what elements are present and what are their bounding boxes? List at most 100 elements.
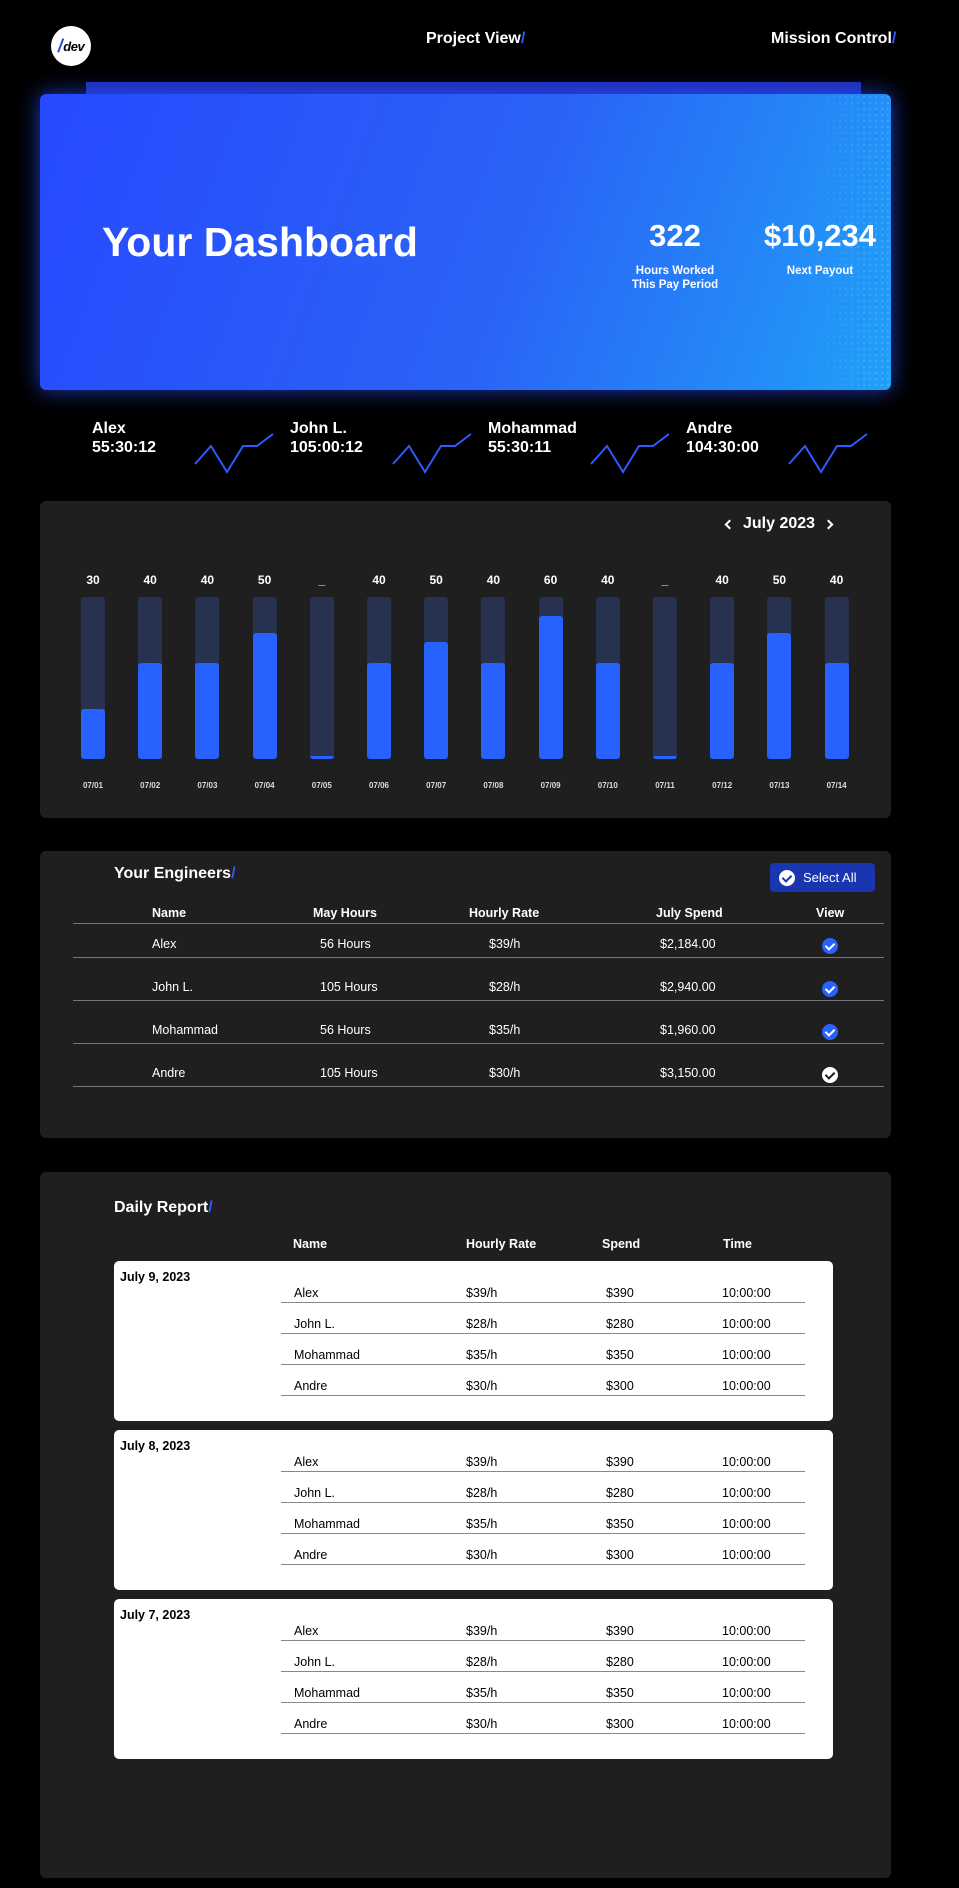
bar-track	[367, 597, 391, 759]
engineer-name: Alex	[92, 420, 126, 437]
next-payout-value: $10,234	[763, 218, 877, 253]
bar-fill	[367, 663, 391, 759]
report-spend-cell: $280	[606, 1317, 634, 1331]
logo[interactable]: / dev	[51, 26, 91, 66]
bar-track	[595, 597, 620, 759]
bar-track	[252, 597, 277, 759]
report-spend-cell: $350	[606, 1517, 634, 1531]
engineer-name: John L.	[290, 420, 347, 437]
report-row: Mohammad $35/h $350 10:00:00	[281, 1672, 805, 1703]
nav-project-view-label: Project View	[426, 30, 521, 47]
bar-date-label: 07/06	[368, 781, 390, 790]
sparkline-icon	[590, 433, 670, 474]
view-check-icon[interactable]	[822, 938, 838, 954]
bar-track	[309, 597, 334, 759]
report-rate-cell: $35/h	[466, 1348, 498, 1362]
bar-track	[824, 597, 849, 759]
report-spend-cell: $390	[606, 1455, 634, 1469]
engineer-time-andre: Andre 104:30:00	[686, 419, 759, 457]
report-day-card: July 9, 2023 Alex $39/h $390 10:00:00 John L.…	[114, 1261, 833, 1421]
report-rate-cell: $28/h	[466, 1655, 498, 1669]
engineers-panel	[40, 851, 891, 1138]
report-col-spend: Spend	[602, 1237, 641, 1251]
logo-text: dev	[63, 38, 85, 54]
bar-track	[710, 597, 735, 759]
select-all-button[interactable]: Select All	[770, 863, 875, 892]
engineer-time-mohammad: Mohammad 55:30:11	[488, 419, 577, 457]
report-rate-cell: $39/h	[466, 1624, 498, 1638]
check-circle-icon	[779, 869, 795, 886]
report-row: Alex $39/h $390 10:00:00	[281, 1610, 805, 1641]
report-row: Mohammad $35/h $350 10:00:00	[281, 1503, 805, 1534]
report-row: John L. $28/h $280 10:00:00	[281, 1472, 805, 1503]
report-time-cell: 10:00:00	[722, 1717, 771, 1731]
report-row: Alex $39/h $390 10:00:00	[281, 1441, 805, 1472]
chevron-right-icon[interactable]	[823, 519, 834, 529]
sparkline-icon	[392, 433, 472, 474]
bar-track	[767, 597, 792, 759]
bar-value-label: _	[318, 573, 326, 587]
bar-value-label: 40	[143, 573, 157, 587]
rate-cell: $35/h	[489, 1023, 521, 1037]
report-rate-cell: $30/h	[466, 1379, 498, 1393]
title-slash: /	[208, 1199, 213, 1216]
engineer-time: 55:30:11	[488, 439, 552, 456]
report-name-cell: Alex	[294, 1286, 319, 1300]
report-name-cell: Andre	[294, 1548, 328, 1562]
next-payout-label: Next Payout	[786, 265, 854, 277]
hours-cell: 105 Hours	[320, 1066, 378, 1080]
view-check-icon[interactable]	[822, 1024, 838, 1040]
table-divider	[73, 1043, 884, 1044]
daily-report-title-text: Daily Report	[114, 1199, 209, 1216]
report-rate-cell: $28/h	[466, 1317, 498, 1331]
bar-track	[538, 597, 563, 759]
bar-track	[481, 597, 506, 759]
chevron-left-icon[interactable]	[724, 519, 735, 529]
bar-value-label: 30	[86, 573, 100, 587]
report-time-cell: 10:00:00	[722, 1548, 771, 1562]
col-hourly-rate: Hourly Rate	[469, 906, 540, 920]
bar-value-label: 50	[429, 573, 443, 587]
engineer-name: Andre	[686, 420, 733, 437]
nav-slash: /	[520, 30, 526, 47]
nav-project-view[interactable]: Project View/	[426, 30, 525, 48]
report-date: July 9, 2023	[120, 1270, 191, 1284]
select-all-label: Select All	[803, 870, 857, 885]
report-name-cell: John L.	[294, 1486, 336, 1500]
bar-fill	[138, 663, 163, 759]
hours-cell: 56 Hours	[320, 1023, 371, 1037]
report-time-cell: 10:00:00	[722, 1379, 771, 1393]
report-time-cell: 10:00:00	[722, 1517, 771, 1531]
report-time-cell: 10:00:00	[722, 1317, 771, 1331]
bar-value-label: 40	[601, 573, 615, 587]
page-title: Your Dashboard	[102, 219, 418, 265]
bar-value-label: 40	[715, 573, 729, 587]
view-check-icon[interactable]	[822, 981, 838, 997]
nav-mission-control[interactable]: Mission Control/	[771, 30, 896, 48]
report-rate-cell: $35/h	[466, 1686, 498, 1700]
view-check-icon[interactable]	[822, 1067, 838, 1083]
hours-cell: 56 Hours	[320, 937, 371, 951]
report-spend-cell: $300	[606, 1379, 634, 1393]
report-name-cell: Andre	[294, 1717, 328, 1731]
report-time-cell: 10:00:00	[722, 1455, 771, 1469]
report-rate-cell: $28/h	[466, 1486, 498, 1500]
bar-date-label: 07/05	[311, 781, 332, 790]
bar-fill	[195, 663, 220, 759]
hours-worked-stat: 322 Hours Worked This Pay Period	[580, 218, 770, 292]
engineer-time: 105:00:12	[290, 439, 363, 456]
bar-date-label: 07/03	[197, 781, 218, 790]
table-divider	[73, 923, 884, 924]
bar-date-label: 07/08	[483, 781, 504, 790]
bar-fill	[653, 755, 677, 759]
report-row: Mohammad $35/h $350 10:00:00	[281, 1334, 805, 1365]
bar-fill	[424, 642, 449, 759]
month-label: July 2023	[743, 515, 816, 532]
report-name-cell: Mohammad	[294, 1348, 360, 1362]
bar-fill	[309, 755, 334, 759]
engineer-time-alex: Alex 55:30:12	[92, 419, 156, 457]
hours-cell: 105 Hours	[320, 980, 378, 994]
table-divider	[73, 1086, 884, 1087]
report-row: John L. $28/h $280 10:00:00	[281, 1303, 805, 1334]
bar-fill	[481, 663, 506, 759]
